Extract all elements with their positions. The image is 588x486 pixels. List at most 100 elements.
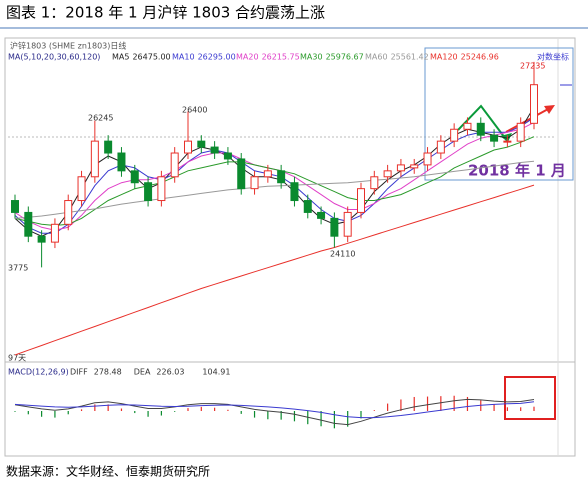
macd-bar: [227, 409, 229, 411]
macd-bar: [280, 411, 282, 420]
macd-bar: [440, 396, 442, 411]
macd-bar: [333, 411, 335, 429]
macd-legend-value: 278.48: [94, 368, 122, 377]
macd-bar: [80, 409, 83, 411]
macd-bar: [520, 407, 522, 411]
macd-bar: [466, 396, 469, 411]
candle-body: [490, 134, 499, 142]
macd-bar: [94, 404, 96, 411]
red-arrow: [505, 107, 551, 133]
candle-body: [210, 146, 219, 154]
candle-body: [263, 170, 272, 178]
highlight-box: [424, 47, 574, 181]
candle-body: [11, 200, 19, 213]
candle-body: [184, 140, 192, 154]
green-arrow: [457, 104, 509, 143]
candle-body: [370, 176, 379, 190]
macd-legend-name: DIFF: [70, 368, 88, 377]
candle-body: [64, 200, 73, 225]
macd-bar: [107, 404, 109, 411]
price-annotation: 24110: [330, 250, 355, 259]
candle-body: [104, 140, 113, 154]
macd-title: MACD(12,26,9): [8, 368, 69, 377]
candle-body: [530, 84, 538, 124]
macd-bar: [387, 403, 389, 411]
candle-body: [516, 122, 525, 142]
macd-bar: [413, 396, 415, 411]
candle-body: [450, 128, 459, 142]
candle-body: [223, 152, 232, 160]
macd-bar: [267, 411, 269, 420]
macd-bar: [160, 411, 162, 416]
candle-body: [383, 170, 392, 178]
candle-body: [303, 200, 312, 213]
macd-bar: [187, 408, 189, 411]
macd-bar: [214, 407, 216, 411]
candle-body: [90, 140, 99, 178]
legend-name: MA120: [430, 53, 458, 62]
macd-bar: [14, 411, 16, 412]
legend-value: 26475.00: [132, 53, 170, 62]
macd-line: [14, 401, 535, 419]
macd-bar: [453, 395, 455, 411]
header: 沪锌1803 (SHME zn1803)日线: [10, 41, 126, 51]
macd-legend-name: DEA: [134, 368, 151, 377]
candle-body: [357, 188, 365, 213]
macd-bar: [253, 411, 256, 418]
candle-body: [330, 217, 339, 237]
price-annotation: 26245: [88, 114, 113, 123]
candle-body: [317, 211, 326, 219]
candle-body: [463, 122, 472, 130]
ma-line: [14, 184, 535, 356]
candle-body: [24, 211, 33, 237]
source: 数据来源：文华财经、恒泰期货研究所: [6, 464, 210, 479]
candle-body: [170, 152, 179, 178]
candle-body: [144, 182, 153, 202]
macd-bar: [134, 411, 136, 414]
candle-body: [396, 164, 405, 172]
macd-bar: [533, 406, 535, 411]
legend-value: 26295.00: [198, 53, 236, 62]
price-annotation: 3775: [8, 264, 28, 273]
legend-value: 25246.96: [461, 53, 499, 62]
ma-line: [14, 106, 535, 237]
candle-body: [37, 235, 46, 243]
candle-body: [436, 140, 445, 154]
candle-body: [157, 176, 166, 202]
macd-legend-value: 104.91: [202, 368, 230, 377]
candle-body: [476, 122, 485, 136]
macd-bar: [147, 411, 149, 417]
legend-name: MA60: [365, 53, 388, 62]
macd-bar: [54, 411, 56, 418]
candle-body: [410, 164, 419, 169]
macd-highlight: [504, 376, 556, 420]
candle-body: [343, 211, 352, 237]
candle-body: [237, 158, 246, 190]
candle-body: [277, 170, 286, 184]
macd-bar: [493, 404, 495, 411]
scale-note: 对数坐标: [537, 52, 569, 62]
candle-body: [290, 182, 299, 202]
macd-bar: [67, 411, 69, 415]
legend-name: MA10: [172, 53, 195, 62]
macd-bar: [27, 411, 29, 415]
legend-value: 26215.75: [262, 53, 300, 62]
macd-legend-value: 226.03: [156, 368, 184, 377]
legend-name: MA20: [236, 53, 259, 62]
legend-name: MA30: [300, 53, 323, 62]
macd-bar: [506, 407, 508, 411]
legend-name: MA5: [112, 53, 129, 62]
macd-line: [14, 398, 535, 426]
candle-body: [50, 223, 59, 243]
macd-bar: [347, 411, 349, 427]
legend-value: 25561.42: [391, 53, 429, 62]
candle-body: [423, 152, 432, 166]
red-arrow-head: [544, 105, 555, 114]
candle-body: [503, 140, 512, 143]
macd-bar: [360, 411, 362, 419]
legend-value: 25976.67: [326, 53, 364, 62]
candle-body: [77, 176, 86, 202]
macd-bar: [426, 396, 429, 411]
